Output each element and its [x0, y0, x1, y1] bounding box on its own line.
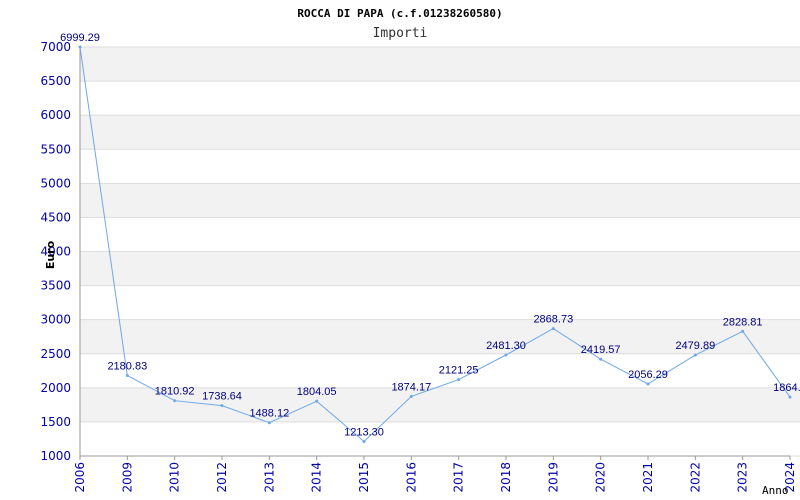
data-label: 2868.73 — [533, 314, 573, 326]
data-point — [646, 382, 650, 386]
data-label: 1488.12 — [249, 408, 289, 420]
data-point — [551, 327, 555, 331]
data-point — [220, 404, 224, 408]
chart-subtitle: Importi — [373, 26, 428, 41]
y-axis-label: Euro — [44, 240, 57, 269]
x-tick-label: 2022 — [688, 462, 702, 493]
x-tick-label: 2018 — [499, 462, 513, 493]
x-tick-label: 2013 — [262, 462, 276, 493]
data-label: 2121.25 — [439, 365, 479, 377]
y-tick-label: 2500 — [40, 347, 71, 361]
data-point — [457, 378, 461, 382]
x-axis-label: Anno — [762, 484, 789, 497]
y-tick-label: 6000 — [40, 108, 71, 122]
y-tick-label: 1500 — [40, 415, 71, 429]
data-labels: 6999.29 2180.83 1810.92 1738.64 1488.12 1804.… — [60, 32, 800, 443]
data-point — [125, 374, 129, 378]
chart-title: ROCCA DI PAPA (c.f.01238260580) — [297, 7, 502, 20]
x-tick-labels: 2006 2009 2010 2012 2013 2014 2015 2016 2017 2018… — [73, 462, 797, 493]
x-tick-label: 2006 — [73, 462, 87, 493]
x-tick-label: 2023 — [736, 462, 750, 493]
data-label: 1864.5 — [773, 382, 800, 394]
data-label: 2481.30 — [486, 340, 526, 352]
data-point — [78, 45, 82, 49]
data-point — [693, 353, 697, 357]
x-tick-label: 2009 — [120, 462, 134, 493]
y-tick-label: 7000 — [40, 40, 71, 54]
data-point — [267, 421, 271, 425]
y-tick-label: 5500 — [40, 142, 71, 156]
y-tick-label: 5000 — [40, 176, 71, 190]
x-tick-label: 2017 — [452, 462, 466, 493]
x-tick-label: 2024 — [783, 462, 797, 493]
x-tick-label: 2019 — [546, 462, 560, 493]
y-tick-label: 1000 — [40, 449, 71, 463]
x-tick-label: 2012 — [215, 462, 229, 493]
data-label: 2180.83 — [107, 361, 147, 373]
data-label: 2828.81 — [723, 316, 763, 328]
data-point — [362, 439, 366, 443]
data-point — [741, 329, 745, 333]
data-label: 1213.30 — [344, 426, 384, 438]
y-tick-label: 4000 — [40, 245, 71, 259]
grid-band — [80, 319, 800, 354]
data-label: 1738.64 — [202, 391, 242, 403]
grid-band — [80, 387, 800, 422]
x-tick-label: 2020 — [594, 462, 608, 493]
data-point — [315, 399, 319, 403]
data-point — [173, 399, 177, 403]
data-label: 2419.57 — [581, 344, 621, 356]
y-tick-label: 3000 — [40, 313, 71, 327]
y-tick-labels: 1000 1500 2000 2500 3000 3500 4000 4500 5000 5500… — [40, 40, 71, 463]
grid-band — [80, 47, 800, 82]
plot-background-bands — [80, 47, 800, 422]
y-tick-label: 4500 — [40, 210, 71, 224]
x-tick-label: 2014 — [310, 462, 324, 493]
data-point — [409, 394, 413, 398]
x-tick-label: 2021 — [641, 462, 655, 493]
data-label: 2056.29 — [628, 369, 668, 381]
grid-band — [80, 115, 800, 150]
x-tick-label: 2010 — [168, 462, 182, 493]
grid-band — [80, 183, 800, 218]
y-tick-label: 3500 — [40, 279, 71, 293]
data-label: 1810.92 — [155, 386, 195, 398]
data-label: 1804.05 — [297, 386, 337, 398]
x-tick-label: 2015 — [357, 462, 371, 493]
data-label: 6999.29 — [60, 32, 100, 44]
data-label: 2479.89 — [675, 340, 715, 352]
y-tick-label: 6500 — [40, 74, 71, 88]
data-label: 1874.17 — [391, 381, 431, 393]
series-line — [79, 46, 791, 443]
y-tick-label: 2000 — [40, 381, 71, 395]
data-point — [599, 357, 603, 361]
data-point — [504, 353, 508, 357]
x-tick-label: 2016 — [404, 462, 418, 493]
data-point — [788, 395, 792, 399]
grid-band — [80, 251, 800, 286]
